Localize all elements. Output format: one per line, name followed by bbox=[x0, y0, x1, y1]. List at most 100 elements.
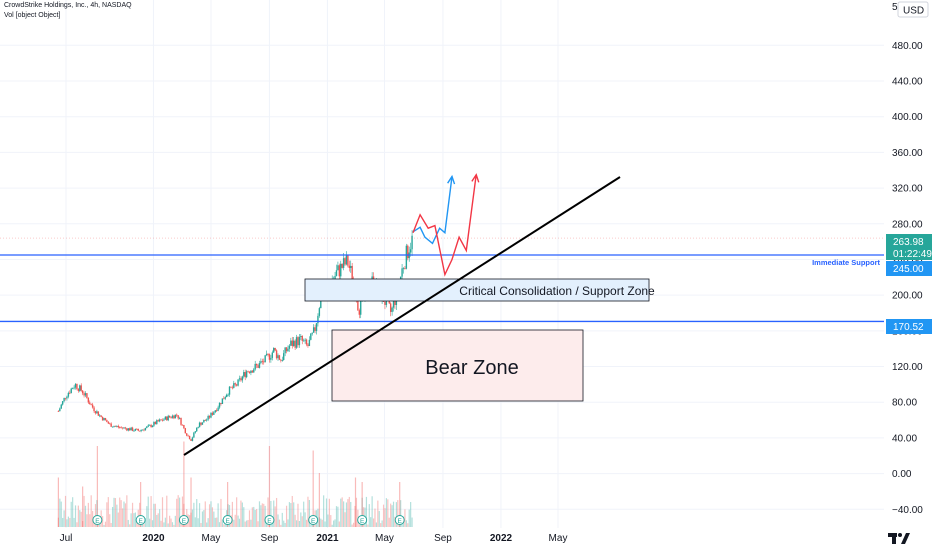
volume-bar bbox=[370, 517, 372, 527]
candle-body bbox=[300, 335, 302, 337]
candle-body bbox=[214, 410, 216, 413]
candle-body bbox=[86, 393, 88, 398]
candle-body bbox=[206, 419, 208, 421]
volume-bar bbox=[333, 520, 335, 527]
y-tick-label: 360.00 bbox=[892, 148, 923, 159]
volume-bar bbox=[320, 518, 322, 527]
volume-bar bbox=[166, 495, 168, 527]
volume-bar bbox=[354, 505, 356, 527]
candle-body bbox=[348, 265, 351, 268]
candle-body bbox=[405, 245, 408, 269]
x-tick-label: May bbox=[202, 533, 221, 544]
volume-bar bbox=[327, 514, 329, 527]
candle-body bbox=[231, 387, 234, 389]
support-level-tag[interactable] bbox=[886, 261, 932, 276]
candle-body bbox=[64, 397, 67, 399]
volume-bar bbox=[117, 512, 119, 527]
volume-bar bbox=[198, 503, 201, 527]
current-price-tag[interactable] bbox=[886, 234, 932, 260]
candle-body bbox=[187, 435, 189, 437]
earnings-marker[interactable] bbox=[135, 515, 146, 525]
volume-bar bbox=[110, 522, 112, 527]
candle-body bbox=[153, 422, 155, 426]
earnings-marker[interactable] bbox=[264, 515, 275, 525]
volume-bar bbox=[149, 518, 151, 527]
bear-projection-path-arrowhead bbox=[471, 173, 480, 183]
volume-bar bbox=[106, 502, 108, 527]
volume-bar bbox=[277, 514, 279, 527]
candle-body bbox=[181, 424, 184, 426]
volume-bar bbox=[343, 501, 345, 527]
candle-body bbox=[197, 427, 199, 428]
candle-body bbox=[158, 419, 161, 422]
volume-spike bbox=[354, 477, 357, 527]
earnings-marker[interactable] bbox=[357, 515, 368, 525]
volume-bar bbox=[220, 498, 222, 527]
candle-body bbox=[147, 425, 149, 427]
candle-body bbox=[183, 425, 185, 429]
volume-bar bbox=[193, 502, 195, 527]
candle-body bbox=[188, 435, 191, 440]
x-tick-label: May bbox=[375, 533, 394, 544]
volume-bar bbox=[121, 508, 124, 527]
volume-indicator-label: Vol [object Object] bbox=[4, 12, 61, 19]
volume-bar bbox=[191, 509, 194, 527]
earnings-marker[interactable] bbox=[92, 515, 103, 525]
volume-bar bbox=[180, 523, 182, 527]
volume-bar bbox=[372, 518, 375, 527]
volume-bar bbox=[368, 504, 370, 527]
volume-bar bbox=[246, 520, 248, 527]
volume-bar bbox=[126, 495, 128, 527]
volume-bar bbox=[73, 517, 75, 527]
candle-body bbox=[103, 418, 105, 421]
volume-bar bbox=[407, 523, 409, 527]
volume-bar bbox=[411, 517, 413, 527]
volume-bar bbox=[410, 502, 412, 527]
volume-bar bbox=[350, 501, 352, 527]
volume-bar bbox=[275, 497, 278, 527]
earnings-marker[interactable] bbox=[222, 515, 233, 525]
tradingview-logo-icon[interactable] bbox=[888, 531, 912, 545]
earnings-marker[interactable] bbox=[178, 515, 189, 525]
candle-body bbox=[63, 397, 65, 402]
volume-bar bbox=[171, 522, 174, 527]
volume-bar bbox=[263, 503, 265, 527]
earnings-marker[interactable] bbox=[308, 515, 319, 525]
x-tick-label: Jul bbox=[60, 533, 73, 544]
candle-body bbox=[267, 353, 269, 355]
volume-bar bbox=[280, 524, 282, 527]
candle-body bbox=[191, 437, 194, 441]
earnings-marker[interactable] bbox=[394, 515, 405, 525]
candle-body bbox=[357, 301, 359, 311]
candle-body bbox=[90, 404, 92, 406]
volume-bar bbox=[295, 520, 298, 527]
volume-bar bbox=[76, 522, 78, 527]
candle-body bbox=[247, 371, 249, 373]
candle-body bbox=[342, 258, 345, 268]
currency-box[interactable] bbox=[897, 1, 929, 18]
volume-bar bbox=[74, 505, 77, 527]
volume-bar bbox=[307, 496, 309, 527]
volume-bar bbox=[400, 500, 402, 527]
candle-body bbox=[347, 254, 349, 266]
consolidation-zone-box bbox=[304, 278, 650, 302]
grid bbox=[0, 0, 884, 528]
currency-label[interactable]: USD bbox=[903, 6, 924, 17]
axes: 480.00 440.00 400.00 360.00 320.00 280.00 240.… bbox=[60, 1, 932, 544]
candle-body bbox=[298, 336, 301, 346]
candle-body bbox=[168, 415, 171, 418]
earnings-marker-letter: E bbox=[311, 518, 316, 525]
volume-spike bbox=[227, 482, 229, 527]
candle-body bbox=[166, 416, 168, 421]
candle-body bbox=[107, 422, 110, 424]
volume-bar bbox=[260, 505, 262, 527]
candle-body bbox=[196, 427, 198, 432]
volume-bar bbox=[321, 519, 323, 527]
volume-bar bbox=[273, 500, 275, 527]
candle-body bbox=[114, 426, 117, 427]
volume-bar bbox=[365, 496, 368, 527]
lower-level-tag[interactable] bbox=[886, 319, 932, 334]
volume-bar bbox=[181, 496, 184, 527]
volume-bar bbox=[241, 502, 243, 527]
